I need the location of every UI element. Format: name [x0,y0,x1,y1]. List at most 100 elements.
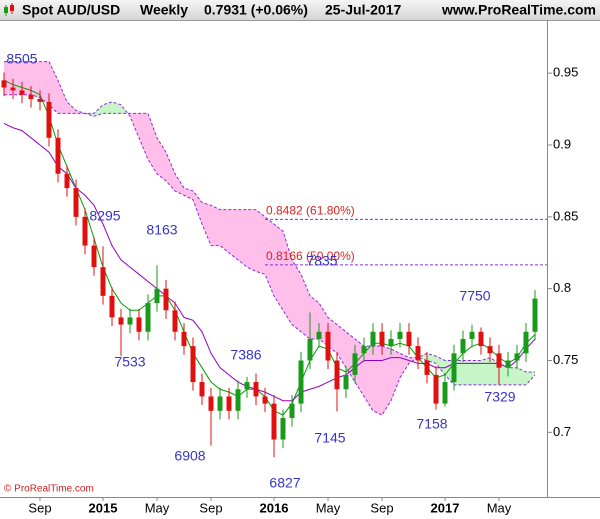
level-label: 0.8166 (50.00%) [266,249,355,263]
date: 25-Jul-2017 [325,2,401,18]
candle-body [316,331,322,339]
cloud-segment [175,173,184,196]
candle-body [343,374,349,390]
candle-body [469,331,475,339]
price-annotation: 6908 [174,448,205,464]
candle-body [487,346,493,354]
candle-body [73,188,79,217]
candle-body [19,90,25,95]
price-annotation: 6827 [269,475,300,491]
candle-body [82,216,88,246]
candle-body [433,374,439,404]
candle-body [307,338,313,361]
footer: © ProRealTime.com [4,484,94,495]
cloud-segment [202,202,211,246]
cloud-segment [184,188,193,200]
cloud-segment [49,61,58,114]
cloud-segment [265,216,274,296]
y-tick-label: 0.95 [553,65,578,80]
cloud-segment [391,349,400,401]
candle-body [514,353,520,361]
cloud-segment [481,357,490,385]
candle-body [478,331,484,347]
candle-body [244,382,250,390]
cloud-segment [373,346,382,416]
cloud-segment [103,101,112,114]
cloud-segment [148,113,157,174]
price: 0.7931 (+0.06%) [204,2,308,18]
candle-body [397,331,403,339]
price-annotation: 7386 [230,347,261,363]
candle-body [415,346,421,361]
candle-body [10,87,16,91]
candle-body [370,331,376,347]
cloud-segment [274,224,283,311]
y-tick-label: 0.75 [553,352,578,367]
candle-body [127,317,133,325]
price-annotation: 7835 [306,253,337,269]
cloud-segment [130,113,139,138]
candle-body [172,310,178,332]
cloud-segment [220,209,229,253]
indicator-line [3,79,536,416]
cloud-segment [238,209,247,268]
candle-body [235,389,241,411]
candle-body [406,331,412,347]
y-tick-label: 0.8 [553,280,571,295]
price-annotation: 7158 [416,416,447,432]
price-annotation: 8505 [6,51,37,67]
candle-body [271,403,277,440]
cloud-segment [193,190,202,225]
candle-body [118,317,124,325]
candle-body [298,360,304,404]
y-tick-label: 0.7 [553,424,571,439]
candle-body [325,331,331,361]
candle-body [55,137,61,174]
cloud-segment [301,274,310,339]
cloud-segment [229,209,238,260]
candle-body [154,288,160,304]
cloud-segment [382,346,391,416]
candle-body [1,80,7,88]
candle-body [361,346,367,354]
indicator-line [3,122,536,402]
cloud-segment [31,61,40,98]
cloud-segment [211,205,220,246]
cloud-segment [364,346,373,411]
candle-body [532,298,538,332]
level-label: 0.8482 (61.80%) [266,204,355,218]
x-tick-label: May [487,500,512,515]
cloud-segment [256,209,265,275]
candle-body [451,353,457,383]
header-icon [4,3,14,16]
candle-body [388,338,394,347]
cloud-segment [526,372,535,385]
price-annotation: 7750 [459,288,490,304]
candle-body [136,317,142,332]
cloud-segment [157,137,166,181]
header-bar [0,0,600,20]
cloud-segment [436,356,445,375]
cloud-segment [67,101,76,114]
candle-body [91,245,97,268]
cloud-segment [247,209,256,272]
cloud-segment [508,367,517,385]
cloud-segment [310,295,319,339]
y-tick-label: 0.9 [553,136,571,151]
candle-body [379,331,385,347]
site: www.ProRealTime.com [441,2,596,18]
candle-body [100,267,106,296]
candle-body [181,331,187,347]
cloud-segment [112,101,121,114]
candle-body [109,295,115,318]
candle-body [64,173,70,189]
candle-body [145,303,151,332]
cloud-segment [283,231,292,325]
cloud-segment [292,259,301,332]
cloud-segment [337,324,346,368]
x-tick-label: Sep [28,500,51,515]
candle-body [280,417,286,440]
plot: 0.8482 (61.80%) 0.8166 (50.00%) [1,61,547,458]
candle-body [226,396,232,411]
